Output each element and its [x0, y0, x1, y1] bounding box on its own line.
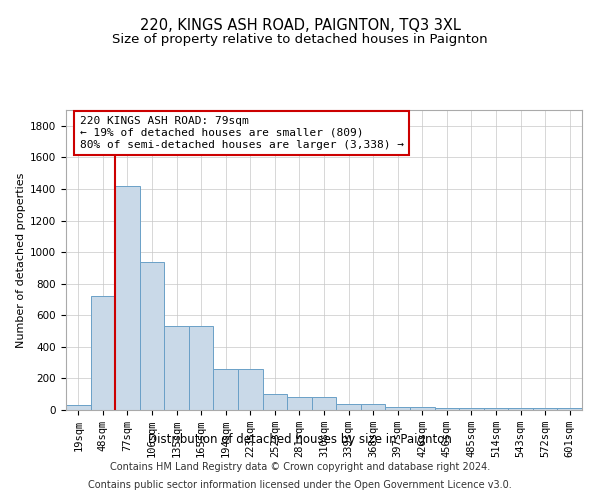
Bar: [508, 408, 533, 410]
Bar: [91, 296, 115, 410]
Bar: [312, 398, 336, 410]
Bar: [214, 369, 238, 410]
Bar: [484, 408, 508, 410]
Bar: [361, 404, 385, 410]
Bar: [115, 186, 140, 410]
Bar: [140, 262, 164, 410]
Y-axis label: Number of detached properties: Number of detached properties: [16, 172, 26, 348]
Bar: [385, 407, 410, 410]
Text: Distribution of detached houses by size in Paignton: Distribution of detached houses by size …: [148, 432, 452, 446]
Text: Contains HM Land Registry data © Crown copyright and database right 2024.: Contains HM Land Registry data © Crown c…: [110, 462, 490, 472]
Bar: [533, 408, 557, 410]
Text: 220, KINGS ASH ROAD, PAIGNTON, TQ3 3XL: 220, KINGS ASH ROAD, PAIGNTON, TQ3 3XL: [140, 18, 460, 32]
Bar: [557, 408, 582, 410]
Bar: [189, 326, 214, 410]
Bar: [238, 369, 263, 410]
Text: 220 KINGS ASH ROAD: 79sqm
← 19% of detached houses are smaller (809)
80% of semi: 220 KINGS ASH ROAD: 79sqm ← 19% of detac…: [80, 116, 404, 150]
Bar: [459, 408, 484, 410]
Bar: [434, 408, 459, 410]
Bar: [66, 406, 91, 410]
Bar: [164, 326, 189, 410]
Bar: [263, 394, 287, 410]
Bar: [287, 398, 312, 410]
Bar: [410, 407, 434, 410]
Bar: [336, 404, 361, 410]
Text: Size of property relative to detached houses in Paignton: Size of property relative to detached ho…: [112, 32, 488, 46]
Text: Contains public sector information licensed under the Open Government Licence v3: Contains public sector information licen…: [88, 480, 512, 490]
